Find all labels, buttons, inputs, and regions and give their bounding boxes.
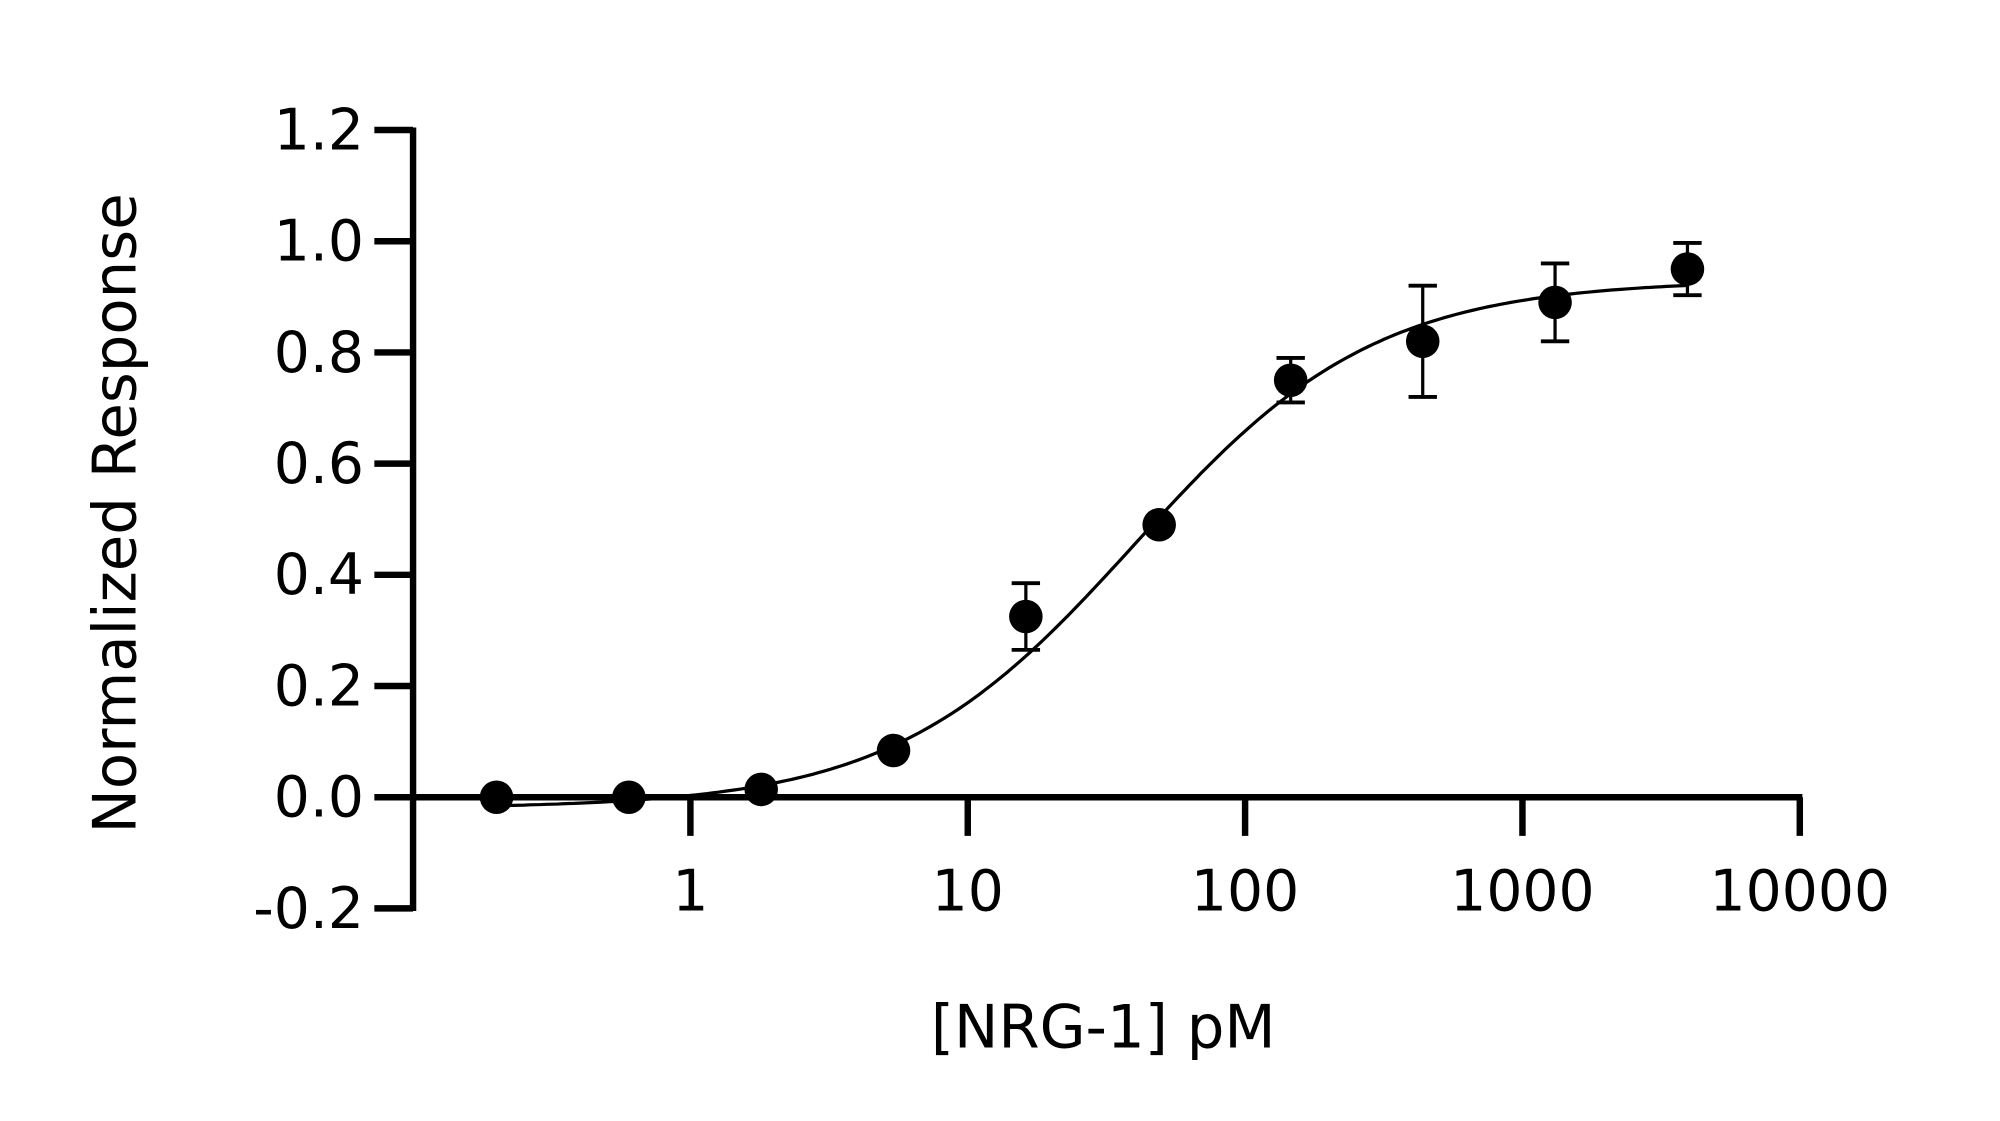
marker-dot bbox=[1009, 599, 1043, 634]
data-point bbox=[1670, 240, 1705, 298]
x-tick-label: 10 bbox=[932, 859, 1004, 925]
data-point bbox=[479, 780, 514, 814]
x-tick-label: 1000 bbox=[1450, 859, 1594, 925]
data-point bbox=[1142, 508, 1176, 542]
data-point bbox=[744, 772, 778, 807]
y-axis-title: Normalized Response bbox=[81, 193, 150, 833]
data-point bbox=[1405, 283, 1440, 399]
data-point bbox=[612, 780, 646, 814]
data-point bbox=[876, 733, 911, 768]
x-axis-title: [NRG-1] pM bbox=[931, 992, 1276, 1061]
marker-dot bbox=[1142, 508, 1176, 542]
marker-dot bbox=[876, 733, 911, 768]
x-axis: 1 10 100 1000 10000 bbox=[413, 793, 1891, 925]
y-tick-label: 0.4 bbox=[274, 542, 364, 608]
data-points bbox=[479, 240, 1705, 814]
y-tick-label: 1.0 bbox=[274, 209, 364, 275]
y-tick-label: 0.8 bbox=[274, 320, 364, 386]
data-point bbox=[1009, 581, 1043, 652]
data-point bbox=[1273, 356, 1308, 405]
x-tick-label: 100 bbox=[1191, 859, 1299, 925]
y-tick-label: 0.6 bbox=[274, 431, 364, 497]
data-point bbox=[1538, 261, 1572, 344]
y-tick-label: 1.2 bbox=[274, 97, 364, 163]
y-tick-label: 0.2 bbox=[274, 653, 364, 719]
marker-dot bbox=[1538, 285, 1572, 320]
marker-dot bbox=[744, 772, 778, 807]
y-axis: -0.2 0.0 0.2 0.4 0.6 0.8 1.0 1.2 bbox=[253, 97, 417, 942]
marker-dot bbox=[1273, 363, 1308, 397]
marker-dot bbox=[1405, 324, 1440, 359]
x-tick-label: 1 bbox=[672, 859, 708, 925]
y-tick-label: 0.0 bbox=[274, 765, 364, 831]
marker-dot bbox=[612, 780, 646, 814]
fit-curve bbox=[496, 283, 1690, 808]
y-tick-label: -0.2 bbox=[253, 876, 364, 942]
marker-dot bbox=[479, 780, 514, 814]
x-tick-label: 10000 bbox=[1710, 859, 1891, 925]
marker-dot bbox=[1670, 252, 1705, 286]
